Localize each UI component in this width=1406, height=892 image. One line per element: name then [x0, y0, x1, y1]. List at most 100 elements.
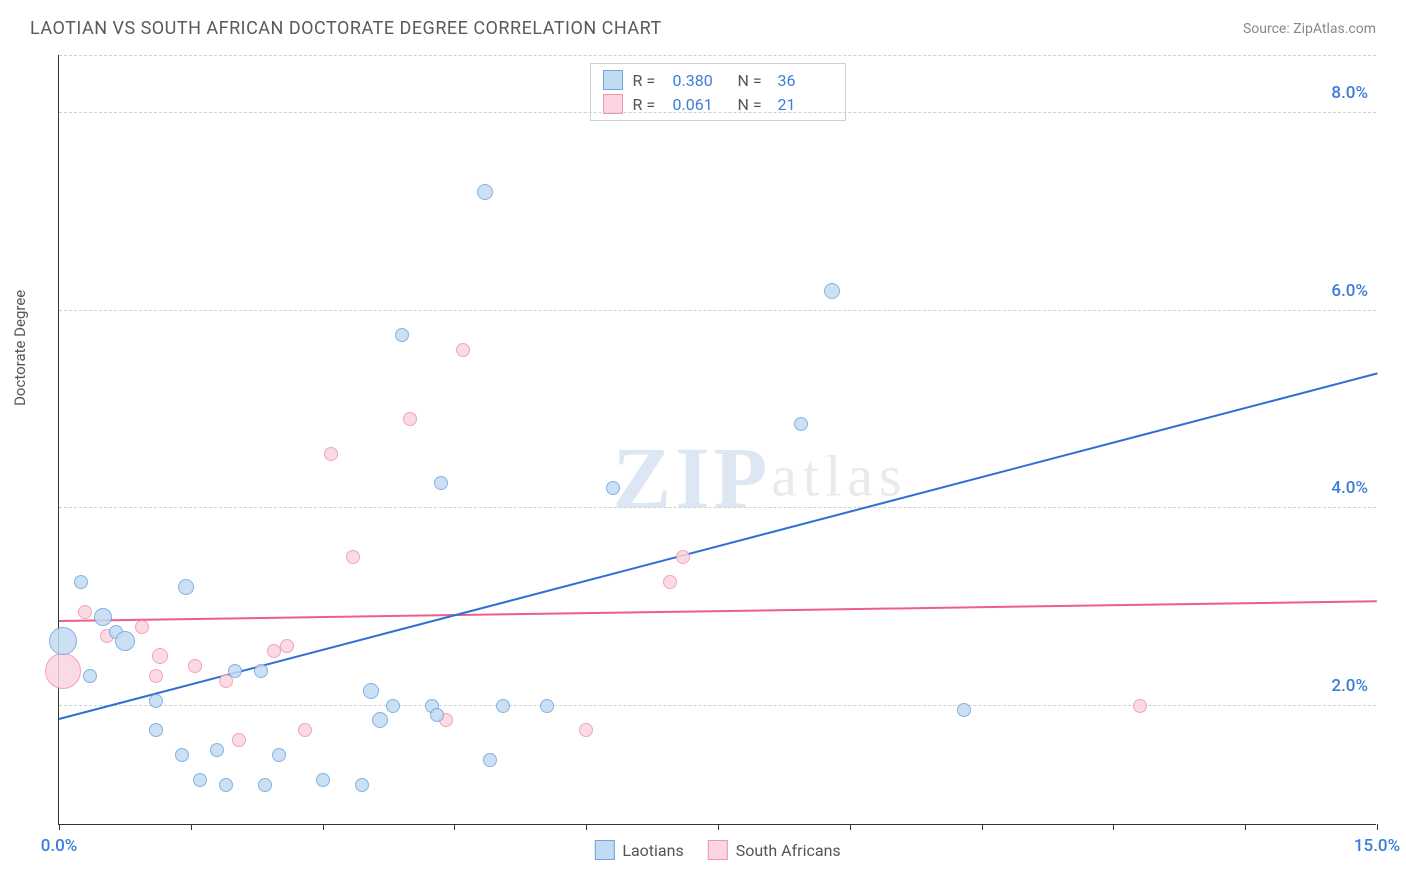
data-point-laotian [395, 328, 409, 342]
data-point-south-african [45, 653, 81, 689]
data-point-south-african [280, 639, 294, 653]
data-point-south-african [676, 550, 690, 564]
chart-title: LAOTIAN VS SOUTH AFRICAN DOCTORATE DEGRE… [30, 18, 662, 39]
n-label: N = [738, 95, 768, 114]
gridline [59, 310, 1376, 311]
y-tick-label: 6.0% [1331, 281, 1368, 301]
x-tick-mark [323, 824, 324, 830]
data-point-laotian [606, 481, 620, 495]
data-point-laotian [794, 417, 808, 431]
gridline [59, 705, 1376, 706]
data-point-laotian [254, 664, 268, 678]
data-point-south-african [456, 343, 470, 357]
data-point-south-african [403, 412, 417, 426]
watermark-main: ZIP [613, 430, 772, 527]
x-tick-mark [1245, 824, 1246, 830]
data-point-south-african [346, 550, 360, 564]
y-tick-label: 2.0% [1331, 676, 1368, 696]
swatch-laotians-icon [603, 70, 623, 90]
trend-line [59, 600, 1377, 622]
y-tick-label: 8.0% [1331, 83, 1368, 103]
data-point-laotian [957, 703, 971, 717]
data-point-laotian [115, 631, 135, 651]
data-point-laotian [258, 778, 272, 792]
x-tick-mark [718, 824, 719, 830]
data-point-laotian [386, 699, 400, 713]
legend-label-south-africans: South Africans [736, 841, 841, 860]
data-point-south-african [149, 669, 163, 683]
x-tick-mark [191, 824, 192, 830]
data-point-south-african [152, 648, 168, 664]
data-point-laotian [363, 683, 379, 699]
chart-header: LAOTIAN VS SOUTH AFRICAN DOCTORATE DEGRE… [0, 0, 1406, 49]
x-tick-mark [59, 824, 60, 830]
plot-area: R = 0.380 N = 36 R = 0.061 N = 21 ZIPatl… [58, 55, 1376, 825]
data-point-south-african [324, 447, 338, 461]
data-point-laotian [149, 694, 163, 708]
data-point-laotian [193, 773, 207, 787]
data-point-laotian [83, 669, 97, 683]
x-tick-mark [982, 824, 983, 830]
legend-row-laotians: R = 0.380 N = 36 [599, 68, 837, 92]
gridline [59, 507, 1376, 508]
n-label: N = [738, 71, 768, 90]
x-tick-mark [586, 824, 587, 830]
x-tick-label: 0.0% [41, 836, 78, 856]
data-point-laotian [175, 748, 189, 762]
data-point-laotian [149, 723, 163, 737]
data-point-laotian [49, 627, 77, 655]
data-point-south-african [78, 605, 92, 619]
data-point-south-african [298, 723, 312, 737]
data-point-laotian [316, 773, 330, 787]
gridline [59, 55, 1376, 56]
data-point-laotian [483, 753, 497, 767]
data-point-laotian [74, 575, 88, 589]
x-tick-mark [454, 824, 455, 830]
data-point-laotian [434, 476, 448, 490]
data-point-laotian [178, 579, 194, 595]
data-point-laotian [430, 708, 444, 722]
swatch-south-africans-icon [708, 840, 728, 860]
data-point-south-african [663, 575, 677, 589]
swatch-laotians-icon [594, 840, 614, 860]
data-point-laotian [272, 748, 286, 762]
data-point-laotian [477, 184, 493, 200]
y-tick-label: 4.0% [1331, 478, 1368, 498]
data-point-south-african [135, 620, 149, 634]
chart-container: Doctorate Degree R = 0.380 N = 36 R = 0.… [30, 55, 1376, 855]
r-label: R = [633, 71, 663, 90]
watermark-rest: atlas [771, 443, 907, 508]
data-point-south-african [1133, 699, 1147, 713]
data-point-south-african [579, 723, 593, 737]
data-point-south-african [232, 733, 246, 747]
legend-item-south-africans: South Africans [708, 840, 841, 860]
data-point-laotian [210, 743, 224, 757]
data-point-laotian [219, 778, 233, 792]
y-axis-label: Doctorate Degree [11, 290, 29, 406]
gridline [59, 112, 1376, 113]
r-label: R = [633, 95, 663, 114]
watermark: ZIPatlas [613, 428, 908, 529]
legend-item-laotians: Laotians [594, 840, 683, 860]
series-legend: Laotians South Africans [594, 840, 840, 860]
r-value-laotians: 0.380 [673, 71, 728, 90]
x-tick-mark [850, 824, 851, 830]
data-point-south-african [267, 644, 281, 658]
data-point-laotian [540, 699, 554, 713]
data-point-laotian [496, 699, 510, 713]
data-point-laotian [824, 283, 840, 299]
n-value-south-africans: 21 [778, 95, 833, 114]
swatch-south-africans-icon [603, 94, 623, 114]
data-point-laotian [94, 608, 112, 626]
data-point-laotian [228, 664, 242, 678]
data-point-laotian [355, 778, 369, 792]
x-tick-mark [1377, 824, 1378, 830]
n-value-laotians: 36 [778, 71, 833, 90]
x-tick-label: 15.0% [1354, 836, 1400, 856]
r-value-south-africans: 0.061 [673, 95, 728, 114]
data-point-south-african [188, 659, 202, 673]
x-tick-mark [1113, 824, 1114, 830]
source-attribution: Source: ZipAtlas.com [1243, 21, 1376, 37]
legend-label-laotians: Laotians [622, 841, 683, 860]
data-point-laotian [372, 712, 388, 728]
